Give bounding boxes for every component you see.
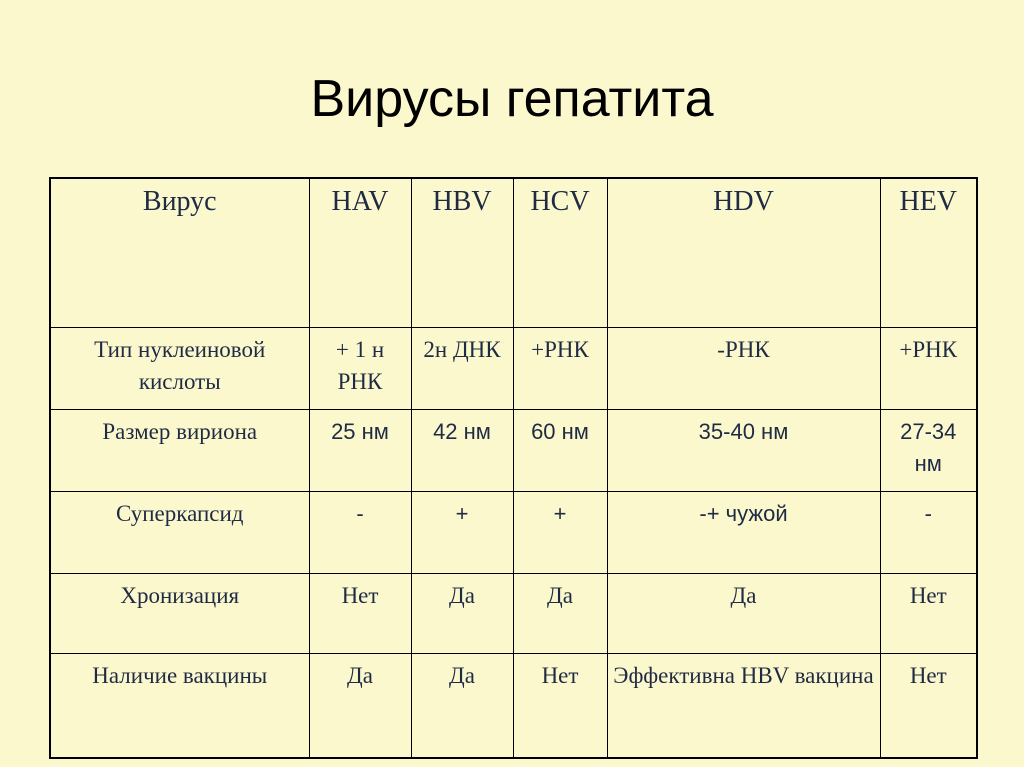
table-cell: Нет [512,653,608,759]
row-label-supercapsid: Суперкапсид [49,491,310,574]
table-cell: 2н ДНК [410,327,514,410]
row-label-nucleic-acid: Тип нуклеиновой кислоты [49,327,310,410]
table-cell: 42 нм [410,409,514,492]
table-row: Размер вириона 25 нм 42 нм 60 нм 35-40 н… [49,409,978,492]
table-cell: Нет [879,573,978,654]
table-cell: Да [512,573,608,654]
table-cell: 35-40 нм [606,409,881,492]
table-cell: +РНК [879,327,978,410]
table-cell: - [308,491,412,574]
row-label-virion-size: Размер вириона [49,409,310,492]
table-cell: Да [410,573,514,654]
table-row: Тип нуклеиновой кислоты + 1 н РНК 2н ДНК… [49,327,978,410]
table-cell: - [879,491,978,574]
table-cell: 27-34 нм [879,409,978,492]
table-cell: Да [606,573,881,654]
header-cell-virus: Вирус [49,177,310,328]
row-label-chronization: Хронизация [49,573,310,654]
table-row: Наличие вакцины Да Да Нет Эффективна HBV… [49,653,978,759]
table-cell: 60 нм [512,409,608,492]
table-cell: + [512,491,608,574]
table-cell: -РНК [606,327,881,410]
hepatitis-virus-table: Вирус HAV HBV HCV HDV HEV Тип нуклеиново… [49,177,978,759]
header-cell-hdv: HDV [606,177,881,328]
table-cell: Нет [308,573,412,654]
header-cell-hcv: HCV [512,177,608,328]
table-cell: 25 нм [308,409,412,492]
header-cell-hbv: HBV [410,177,514,328]
table-cell: Нет [879,653,978,759]
table-cell: + 1 н РНК [308,327,412,410]
table-cell: +РНК [512,327,608,410]
row-label-vaccine: Наличие вакцины [49,653,310,759]
table-cell: Да [308,653,412,759]
table-cell: Да [410,653,514,759]
header-cell-hav: HAV [308,177,412,328]
table-header-row: Вирус HAV HBV HCV HDV HEV [49,177,978,328]
table-row: Хронизация Нет Да Да Да Нет [49,573,978,654]
table-cell: -+ чужой [606,491,881,574]
table-cell: Эффективна HBV вакцина [606,653,881,759]
table-cell: + [410,491,514,574]
header-cell-hev: HEV [879,177,978,328]
table-row: Суперкапсид - + + -+ чужой - [49,491,978,574]
page-title: Вирусы гепатита [310,70,714,128]
